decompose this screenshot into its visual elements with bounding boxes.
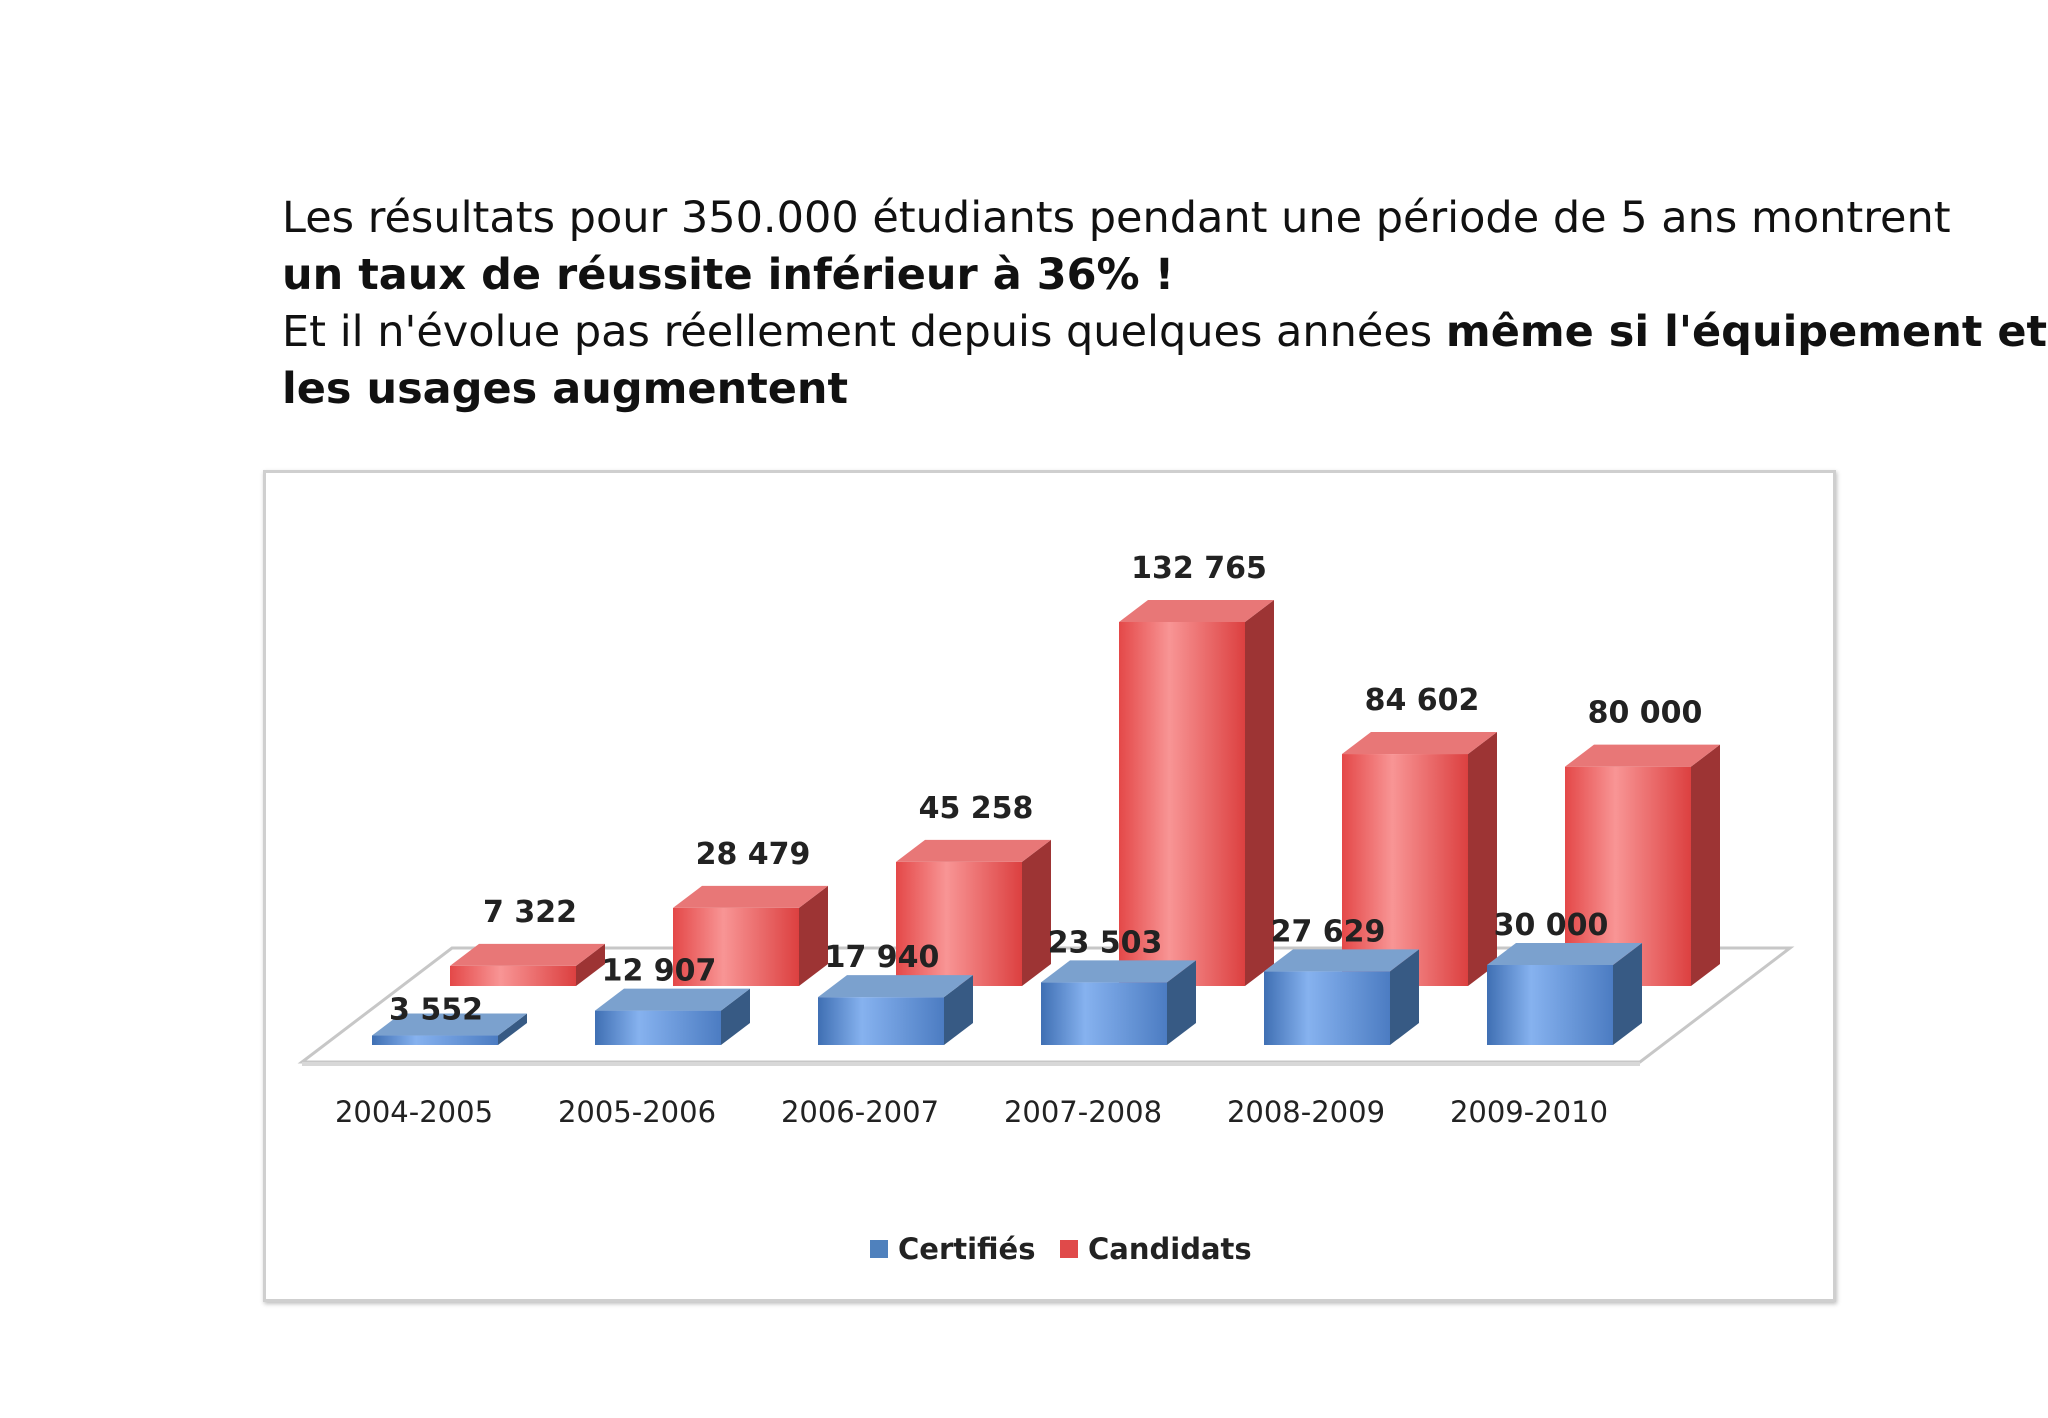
data-label-candidats-4: 84 602	[1365, 683, 1480, 718]
data-label-candidats-2: 45 258	[919, 791, 1034, 826]
bar-certifies-1-side	[721, 988, 750, 1045]
intro-text: Les résultats pour 350.000 étudiants pen…	[282, 190, 2047, 418]
bar-certifies-5-front	[1487, 965, 1613, 1045]
x-tick-label-4: 2008-2009	[1227, 1095, 1385, 1129]
legend-certifies: Certifiés	[870, 1232, 1035, 1266]
bar-candidats-4-top	[1342, 732, 1497, 755]
bar-candidats-1-front	[673, 907, 799, 986]
bar-candidats-4-front	[1342, 754, 1468, 986]
bar-candidats-1-side	[799, 885, 828, 986]
data-label-certifies-4: 27 629	[1271, 914, 1386, 949]
bar-certifies-2-side	[944, 975, 973, 1045]
bar-certifies-3-side	[1167, 960, 1196, 1045]
bar-candidats-3-front	[1119, 622, 1245, 986]
bar-certifies-1-top	[595, 988, 750, 1011]
legend-candidats-swatch	[1060, 1240, 1078, 1258]
bar-candidats-3	[1119, 600, 1274, 986]
bar-candidats-2-top	[896, 839, 1051, 862]
bar-candidats-5-side	[1691, 744, 1720, 986]
data-label-certifies-1: 12 907	[602, 954, 717, 989]
legend-candidats-text: Candidats	[1088, 1232, 1252, 1266]
legend-candidats: Candidats	[1060, 1232, 1252, 1266]
bar-certifies-4-side	[1390, 949, 1419, 1045]
bar-candidats-2-front	[896, 861, 1022, 986]
data-label-candidats-5: 80 000	[1588, 696, 1703, 731]
bar-certifies-4-top	[1264, 949, 1419, 972]
bar-candidats-0-top	[450, 943, 605, 966]
bar-candidats-5-top	[1565, 744, 1720, 767]
intro-line-2: un taux de réussite inférieur à 36% !	[282, 250, 1175, 300]
bar-certifies-5-side	[1613, 943, 1642, 1045]
intro-line-4: les usages augmentent	[282, 364, 849, 414]
x-tick-label-5: 2009-2010	[1450, 1095, 1608, 1129]
bar-candidats-3-top	[1119, 600, 1274, 622]
bar-certifies-0	[372, 1013, 527, 1045]
bar-candidats-0	[450, 943, 605, 986]
legend-certifies-text: Certifiés	[898, 1232, 1035, 1266]
bar-candidats-4-side	[1468, 732, 1497, 986]
intro-line-3-bold: même si l'équipement et	[1445, 307, 2048, 357]
bar-certifies-1	[595, 988, 750, 1045]
bar-certifies-4	[1264, 949, 1419, 1045]
bar-certifies-3-top	[1041, 960, 1196, 983]
intro-line-3: Et il n'évolue pas réellement depuis que…	[282, 304, 2047, 361]
data-label-candidats-1: 28 479	[696, 837, 811, 872]
intro-line-1: Les résultats pour 350.000 étudiants pen…	[282, 193, 1951, 243]
x-tick-label-3: 2007-2008	[1004, 1095, 1162, 1129]
bar-certifies-2-top	[818, 975, 973, 998]
legend-certifies-swatch	[870, 1240, 888, 1258]
data-label-candidats-0: 7 322	[483, 895, 577, 930]
bar-candidats-0-side	[576, 943, 605, 986]
bar-candidats-1	[673, 885, 828, 986]
x-tick-label-2: 2006-2007	[781, 1095, 939, 1129]
bar-certifies-0-front	[372, 1035, 498, 1045]
data-label-certifies-2: 17 940	[825, 940, 940, 975]
chart-floor-edge	[302, 1062, 1640, 1066]
bar-certifies-0-side	[498, 1013, 527, 1045]
intro-line-3-normal: Et il n'évolue pas réellement depuis que…	[282, 307, 1446, 357]
bar-certifies-2-front	[818, 997, 944, 1045]
data-label-certifies-3: 23 503	[1048, 925, 1163, 960]
data-label-certifies-5: 30 000	[1494, 908, 1609, 943]
bar-certifies-3-front	[1041, 982, 1167, 1045]
bar-candidats-2	[896, 839, 1051, 986]
bar-candidats-0-front	[450, 965, 576, 986]
data-label-certifies-0: 3 552	[389, 993, 483, 1028]
bar-candidats-4	[1342, 732, 1497, 986]
x-tick-label-1: 2005-2006	[558, 1095, 716, 1129]
bar-certifies-5	[1487, 943, 1642, 1045]
bar-certifies-3	[1041, 960, 1196, 1045]
x-tick-label-0: 2004-2005	[335, 1095, 493, 1129]
data-label-candidats-3: 132 765	[1131, 551, 1267, 586]
bar-candidats-3-side	[1245, 600, 1274, 986]
bar-certifies-1-front	[595, 1010, 721, 1045]
bar-candidats-2-side	[1022, 839, 1051, 986]
bar-certifies-5-top	[1487, 943, 1642, 965]
bar-certifies-0-top	[372, 1013, 527, 1036]
bar-certifies-2	[818, 975, 973, 1045]
bar-certifies-4-front	[1264, 971, 1390, 1045]
bar-candidats-1-top	[673, 885, 828, 908]
